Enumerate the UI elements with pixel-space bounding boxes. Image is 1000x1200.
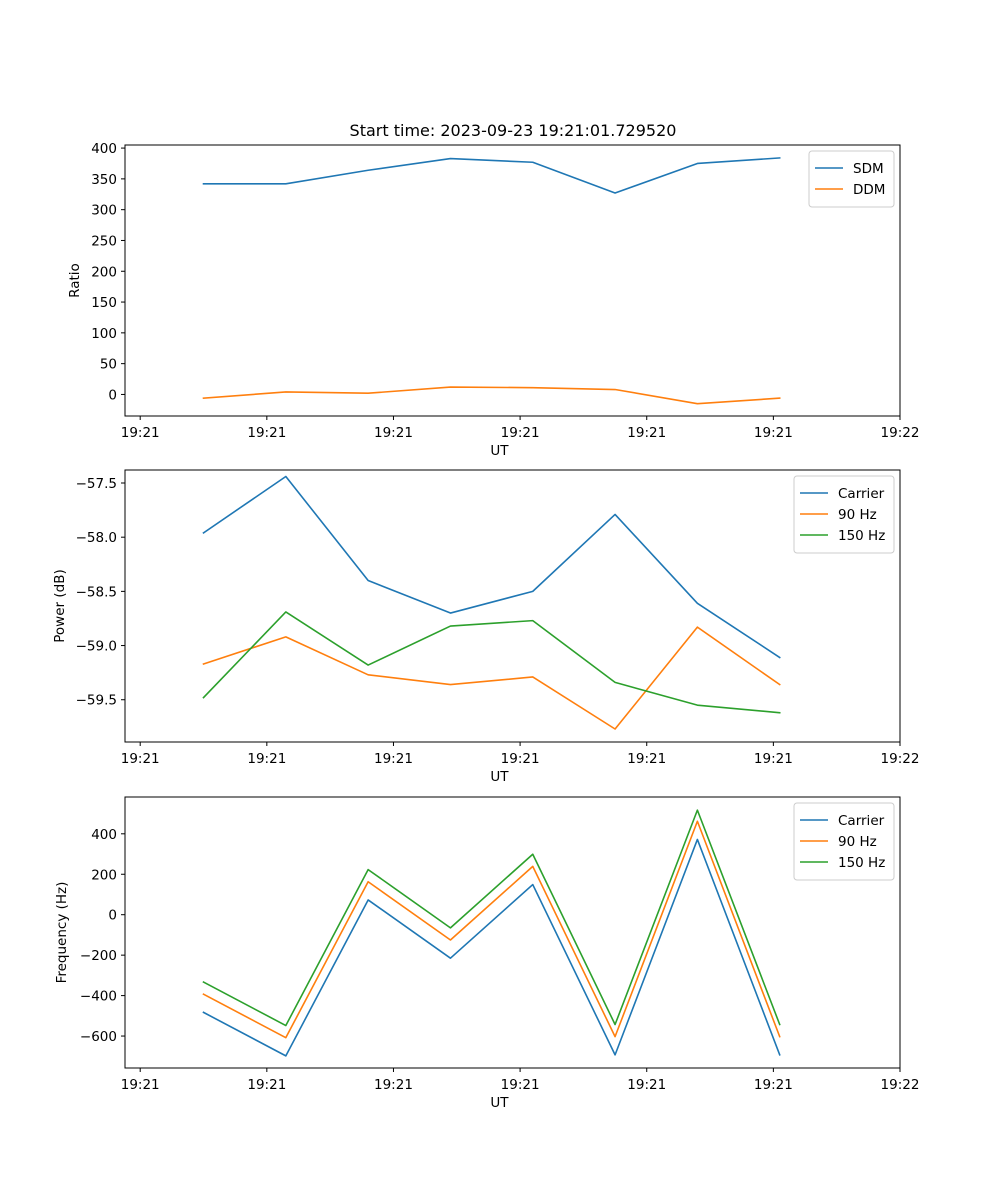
series-line-sdm bbox=[202, 157, 781, 194]
x-tick-label: 19:22 bbox=[881, 425, 920, 441]
x-tick-label: 19:21 bbox=[374, 425, 413, 441]
x-tick-label: 19:21 bbox=[247, 751, 286, 767]
x-tick-label: 19:21 bbox=[374, 1077, 413, 1093]
series-line-90-hz bbox=[202, 626, 781, 730]
chart-title: Start time: 2023-09-23 19:21:01.729520 bbox=[350, 121, 677, 140]
series-line-carrier bbox=[202, 475, 781, 659]
x-tick-label: 19:22 bbox=[881, 1077, 920, 1093]
series-line-150-hz bbox=[202, 611, 781, 714]
legend-label: 90 Hz bbox=[838, 507, 877, 523]
x-tick-label: 19:21 bbox=[247, 1077, 286, 1093]
legend-label: SDM bbox=[853, 161, 884, 177]
y-tick-label: 300 bbox=[91, 203, 117, 219]
axes-frame bbox=[124, 144, 901, 417]
x-tick-label: 19:22 bbox=[881, 751, 920, 767]
legend: Carrier 90 Hz 150 Hz bbox=[793, 802, 895, 881]
axes-frame bbox=[124, 469, 901, 743]
y-tick-label: 150 bbox=[91, 295, 117, 311]
series-line-90-hz bbox=[202, 820, 781, 1039]
y-axis-label: Frequency (Hz) bbox=[54, 882, 70, 984]
legend-label: 150 Hz bbox=[838, 528, 885, 544]
y-tick-label: −400 bbox=[80, 989, 117, 1005]
legend-label: Carrier bbox=[838, 813, 885, 829]
y-tick-label: 100 bbox=[91, 326, 117, 342]
y-tick-label: 50 bbox=[100, 357, 117, 373]
x-tick-label: 19:21 bbox=[754, 1077, 793, 1093]
subplots-container: 19:21 19:21 19:21 19:21 19:21 19:21 19:22 0 50 10… bbox=[52, 141, 919, 1111]
x-tick-label: 19:21 bbox=[501, 1077, 540, 1093]
subplot-1: 19:21 19:21 19:21 19:21 19:21 19:21 19:22 0 50 10… bbox=[67, 141, 919, 459]
x-axis-label: UT bbox=[490, 1095, 509, 1111]
y-tick-label: −57.5 bbox=[76, 476, 117, 492]
x-axis-label: UT bbox=[490, 769, 509, 785]
y-tick-label: −600 bbox=[80, 1029, 117, 1045]
subplot-2: 19:21 19:21 19:21 19:21 19:21 19:21 19:22 −59.5… bbox=[52, 469, 920, 785]
legend-box bbox=[808, 150, 895, 208]
y-tick-label: −59.5 bbox=[76, 693, 117, 709]
x-tick-label: 19:21 bbox=[627, 1077, 666, 1093]
legend-label: DDM bbox=[853, 182, 885, 198]
legend-label: 150 Hz bbox=[838, 855, 885, 871]
x-axis-label: UT bbox=[490, 443, 509, 459]
legend-box bbox=[793, 802, 895, 881]
x-tick-label: 19:21 bbox=[121, 751, 160, 767]
y-tick-label: 250 bbox=[91, 233, 117, 249]
y-tick-label: −58.5 bbox=[76, 584, 117, 600]
x-tick-label: 19:21 bbox=[627, 751, 666, 767]
x-tick-label: 19:21 bbox=[374, 751, 413, 767]
x-tick-label: 19:21 bbox=[627, 425, 666, 441]
x-tick-label: 19:21 bbox=[501, 425, 540, 441]
y-tick-label: 350 bbox=[91, 172, 117, 188]
y-tick-label: 200 bbox=[91, 867, 117, 883]
legend-label: Carrier bbox=[838, 486, 885, 502]
y-axis-label: Power (dB) bbox=[52, 569, 68, 642]
y-tick-label: 0 bbox=[108, 387, 117, 403]
y-tick-label: −59.0 bbox=[76, 639, 117, 655]
y-tick-label: −200 bbox=[80, 948, 117, 964]
subplot-3: 19:21 19:21 19:21 19:21 19:21 19:21 19:22 −600 −… bbox=[54, 796, 920, 1111]
y-tick-label: 200 bbox=[91, 264, 117, 280]
x-tick-label: 19:21 bbox=[501, 751, 540, 767]
legend-box bbox=[793, 475, 895, 554]
legend: Carrier 90 Hz 150 Hz bbox=[793, 475, 895, 554]
y-axis-label: Ratio bbox=[67, 263, 83, 298]
x-tick-label: 19:21 bbox=[121, 1077, 160, 1093]
x-tick-label: 19:21 bbox=[754, 425, 793, 441]
y-tick-label: −58.0 bbox=[76, 530, 117, 546]
y-tick-label: 0 bbox=[108, 908, 117, 924]
x-tick-label: 19:21 bbox=[754, 751, 793, 767]
series-line-carrier bbox=[202, 838, 781, 1057]
axes-frame bbox=[124, 796, 901, 1069]
x-tick-label: 19:21 bbox=[121, 425, 160, 441]
x-tick-label: 19:21 bbox=[247, 425, 286, 441]
legend-label: 90 Hz bbox=[838, 834, 877, 850]
y-tick-label: 400 bbox=[91, 827, 117, 843]
legend: SDM DDM bbox=[808, 150, 895, 208]
y-tick-label: 400 bbox=[91, 141, 117, 157]
series-line-ddm bbox=[202, 386, 781, 405]
series-line-150-hz bbox=[202, 809, 781, 1027]
